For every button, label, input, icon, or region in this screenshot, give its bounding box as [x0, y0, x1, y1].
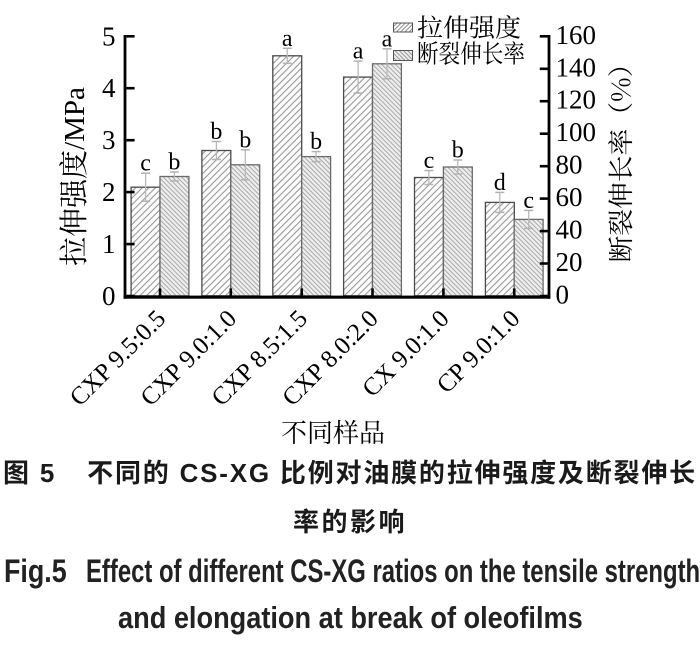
svg-text:b: b: [452, 138, 464, 164]
svg-text:100: 100: [556, 117, 597, 147]
svg-text:4: 4: [102, 73, 116, 103]
svg-text:5: 5: [102, 21, 116, 51]
svg-text:c: c: [523, 188, 534, 214]
svg-text:d: d: [494, 170, 506, 196]
svg-text:60: 60: [556, 182, 583, 212]
svg-text:0: 0: [556, 280, 570, 310]
svg-text:1: 1: [102, 229, 116, 259]
svg-text:b: b: [310, 129, 322, 155]
svg-text:b: b: [239, 127, 251, 153]
svg-text:b: b: [168, 150, 180, 176]
svg-text:140: 140: [556, 52, 597, 82]
svg-text:拉伸强度: 拉伸强度: [417, 9, 521, 45]
svg-text:120: 120: [556, 85, 597, 115]
svg-text:c: c: [140, 151, 151, 177]
svg-text:80: 80: [556, 150, 583, 180]
svg-text:拉伸强度/MPa: 拉伸强度/MPa: [52, 87, 93, 266]
svg-text:c: c: [424, 148, 435, 174]
svg-text:b: b: [210, 119, 222, 145]
svg-text:断裂伸长率（%）: 断裂伸长率（%）: [602, 51, 638, 263]
svg-text:不同样品: 不同样品: [281, 413, 385, 450]
svg-text:a: a: [353, 39, 364, 65]
svg-text:40: 40: [556, 215, 583, 245]
svg-text:a: a: [282, 26, 293, 52]
svg-text:2: 2: [102, 177, 116, 207]
svg-text:160: 160: [556, 20, 597, 50]
svg-text:3: 3: [102, 125, 116, 155]
svg-text:断裂伸长率: 断裂伸长率: [417, 35, 525, 71]
svg-text:20: 20: [556, 247, 583, 277]
svg-text:a: a: [382, 26, 393, 52]
svg-text:0: 0: [102, 281, 116, 311]
